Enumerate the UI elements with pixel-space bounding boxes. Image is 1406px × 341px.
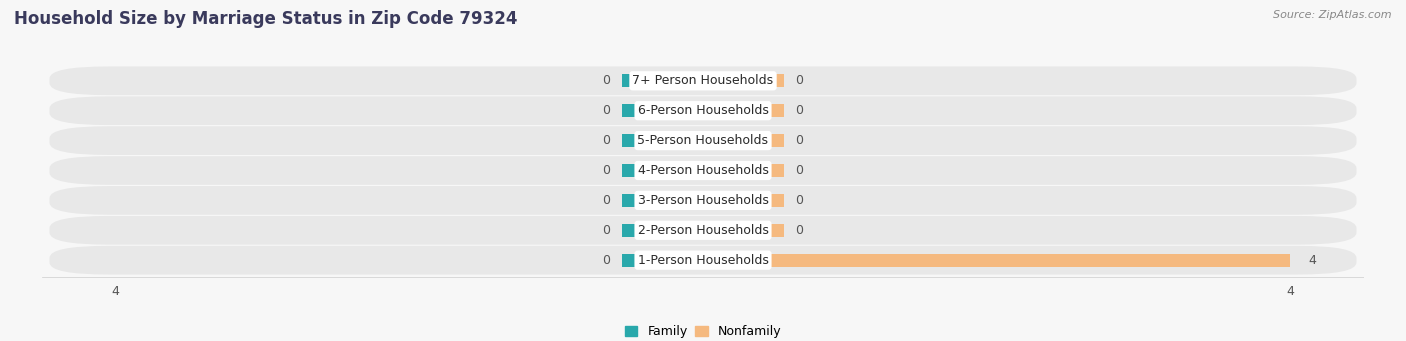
FancyBboxPatch shape (49, 186, 1357, 215)
Text: 0: 0 (796, 164, 803, 177)
Bar (703, 194, 783, 207)
Bar (703, 74, 783, 87)
FancyBboxPatch shape (49, 156, 1357, 185)
Text: 0: 0 (603, 134, 610, 147)
Text: 3-Person Households: 3-Person Households (637, 194, 769, 207)
FancyBboxPatch shape (49, 246, 1357, 275)
Text: 0: 0 (603, 194, 610, 207)
Text: 0: 0 (796, 224, 803, 237)
Bar (623, 104, 703, 117)
Bar (623, 194, 703, 207)
Text: Household Size by Marriage Status in Zip Code 79324: Household Size by Marriage Status in Zip… (14, 10, 517, 28)
Bar (703, 164, 783, 177)
FancyBboxPatch shape (49, 66, 1357, 95)
Bar (703, 254, 1291, 267)
Bar (623, 74, 703, 87)
Text: 1-Person Households: 1-Person Households (637, 254, 769, 267)
Text: 0: 0 (796, 134, 803, 147)
Text: 0: 0 (603, 104, 610, 117)
Text: 0: 0 (603, 254, 610, 267)
Text: 4-Person Households: 4-Person Households (637, 164, 769, 177)
Text: 7+ Person Households: 7+ Person Households (633, 74, 773, 87)
Text: 5-Person Households: 5-Person Households (637, 134, 769, 147)
Text: 0: 0 (603, 74, 610, 87)
FancyBboxPatch shape (49, 97, 1357, 125)
Text: 2-Person Households: 2-Person Households (637, 224, 769, 237)
Bar (623, 224, 703, 237)
Text: 4: 4 (1308, 254, 1316, 267)
Bar (703, 134, 783, 147)
Text: 0: 0 (796, 74, 803, 87)
Bar (703, 224, 783, 237)
Text: 6-Person Households: 6-Person Households (637, 104, 769, 117)
Text: 0: 0 (796, 104, 803, 117)
Bar (623, 164, 703, 177)
FancyBboxPatch shape (49, 216, 1357, 244)
Text: Source: ZipAtlas.com: Source: ZipAtlas.com (1274, 10, 1392, 20)
Text: 0: 0 (603, 164, 610, 177)
Bar (623, 254, 703, 267)
Text: 0: 0 (796, 194, 803, 207)
Bar (703, 104, 783, 117)
Bar (623, 134, 703, 147)
Legend: Family, Nonfamily: Family, Nonfamily (620, 320, 786, 341)
FancyBboxPatch shape (49, 126, 1357, 155)
Text: 0: 0 (603, 224, 610, 237)
